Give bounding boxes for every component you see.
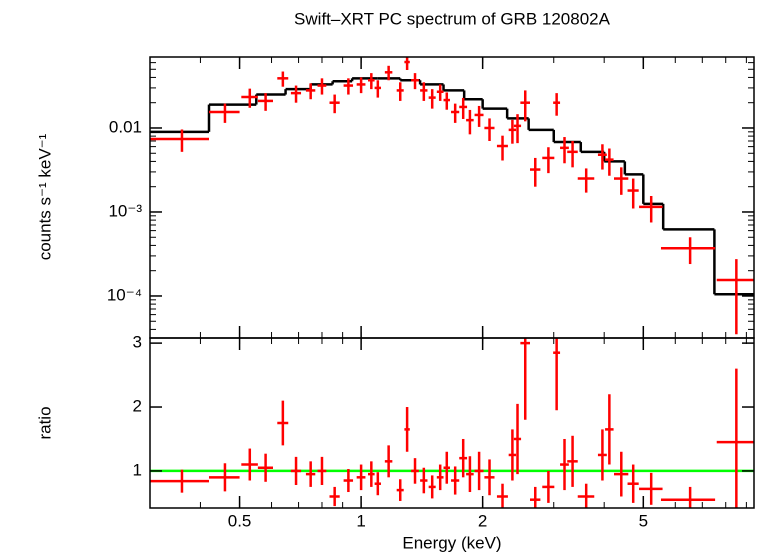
y-tick-label: 1 bbox=[133, 460, 142, 479]
y-axis-label: counts s⁻¹ keV⁻¹ bbox=[35, 133, 54, 260]
plot-frame bbox=[149, 337, 755, 509]
x-tick-label: 5 bbox=[639, 511, 648, 530]
y-axis-label: ratio bbox=[35, 406, 54, 439]
axes: 0.01 10⁻³ 10⁻⁴ 0.5 1 2 5 1 2 3 bbox=[107, 56, 755, 530]
chart-title: Swift–XRT PC spectrum of GRB 120802A bbox=[294, 9, 611, 28]
y-tick-label: 10⁻⁴ bbox=[107, 285, 142, 304]
spectrum-panel bbox=[150, 57, 754, 335]
y-tick-label: 3 bbox=[133, 333, 142, 352]
x-tick-label: 0.5 bbox=[228, 511, 252, 530]
x-axis-label: Energy (keV) bbox=[402, 533, 501, 552]
x-tick-label: 2 bbox=[478, 511, 487, 530]
x-tick-label: 1 bbox=[356, 511, 365, 530]
y-tick-label: 0.01 bbox=[109, 117, 142, 136]
y-tick-label: 10⁻³ bbox=[108, 201, 142, 220]
y-tick-label: 2 bbox=[133, 397, 142, 416]
ratio-panel bbox=[150, 338, 754, 508]
